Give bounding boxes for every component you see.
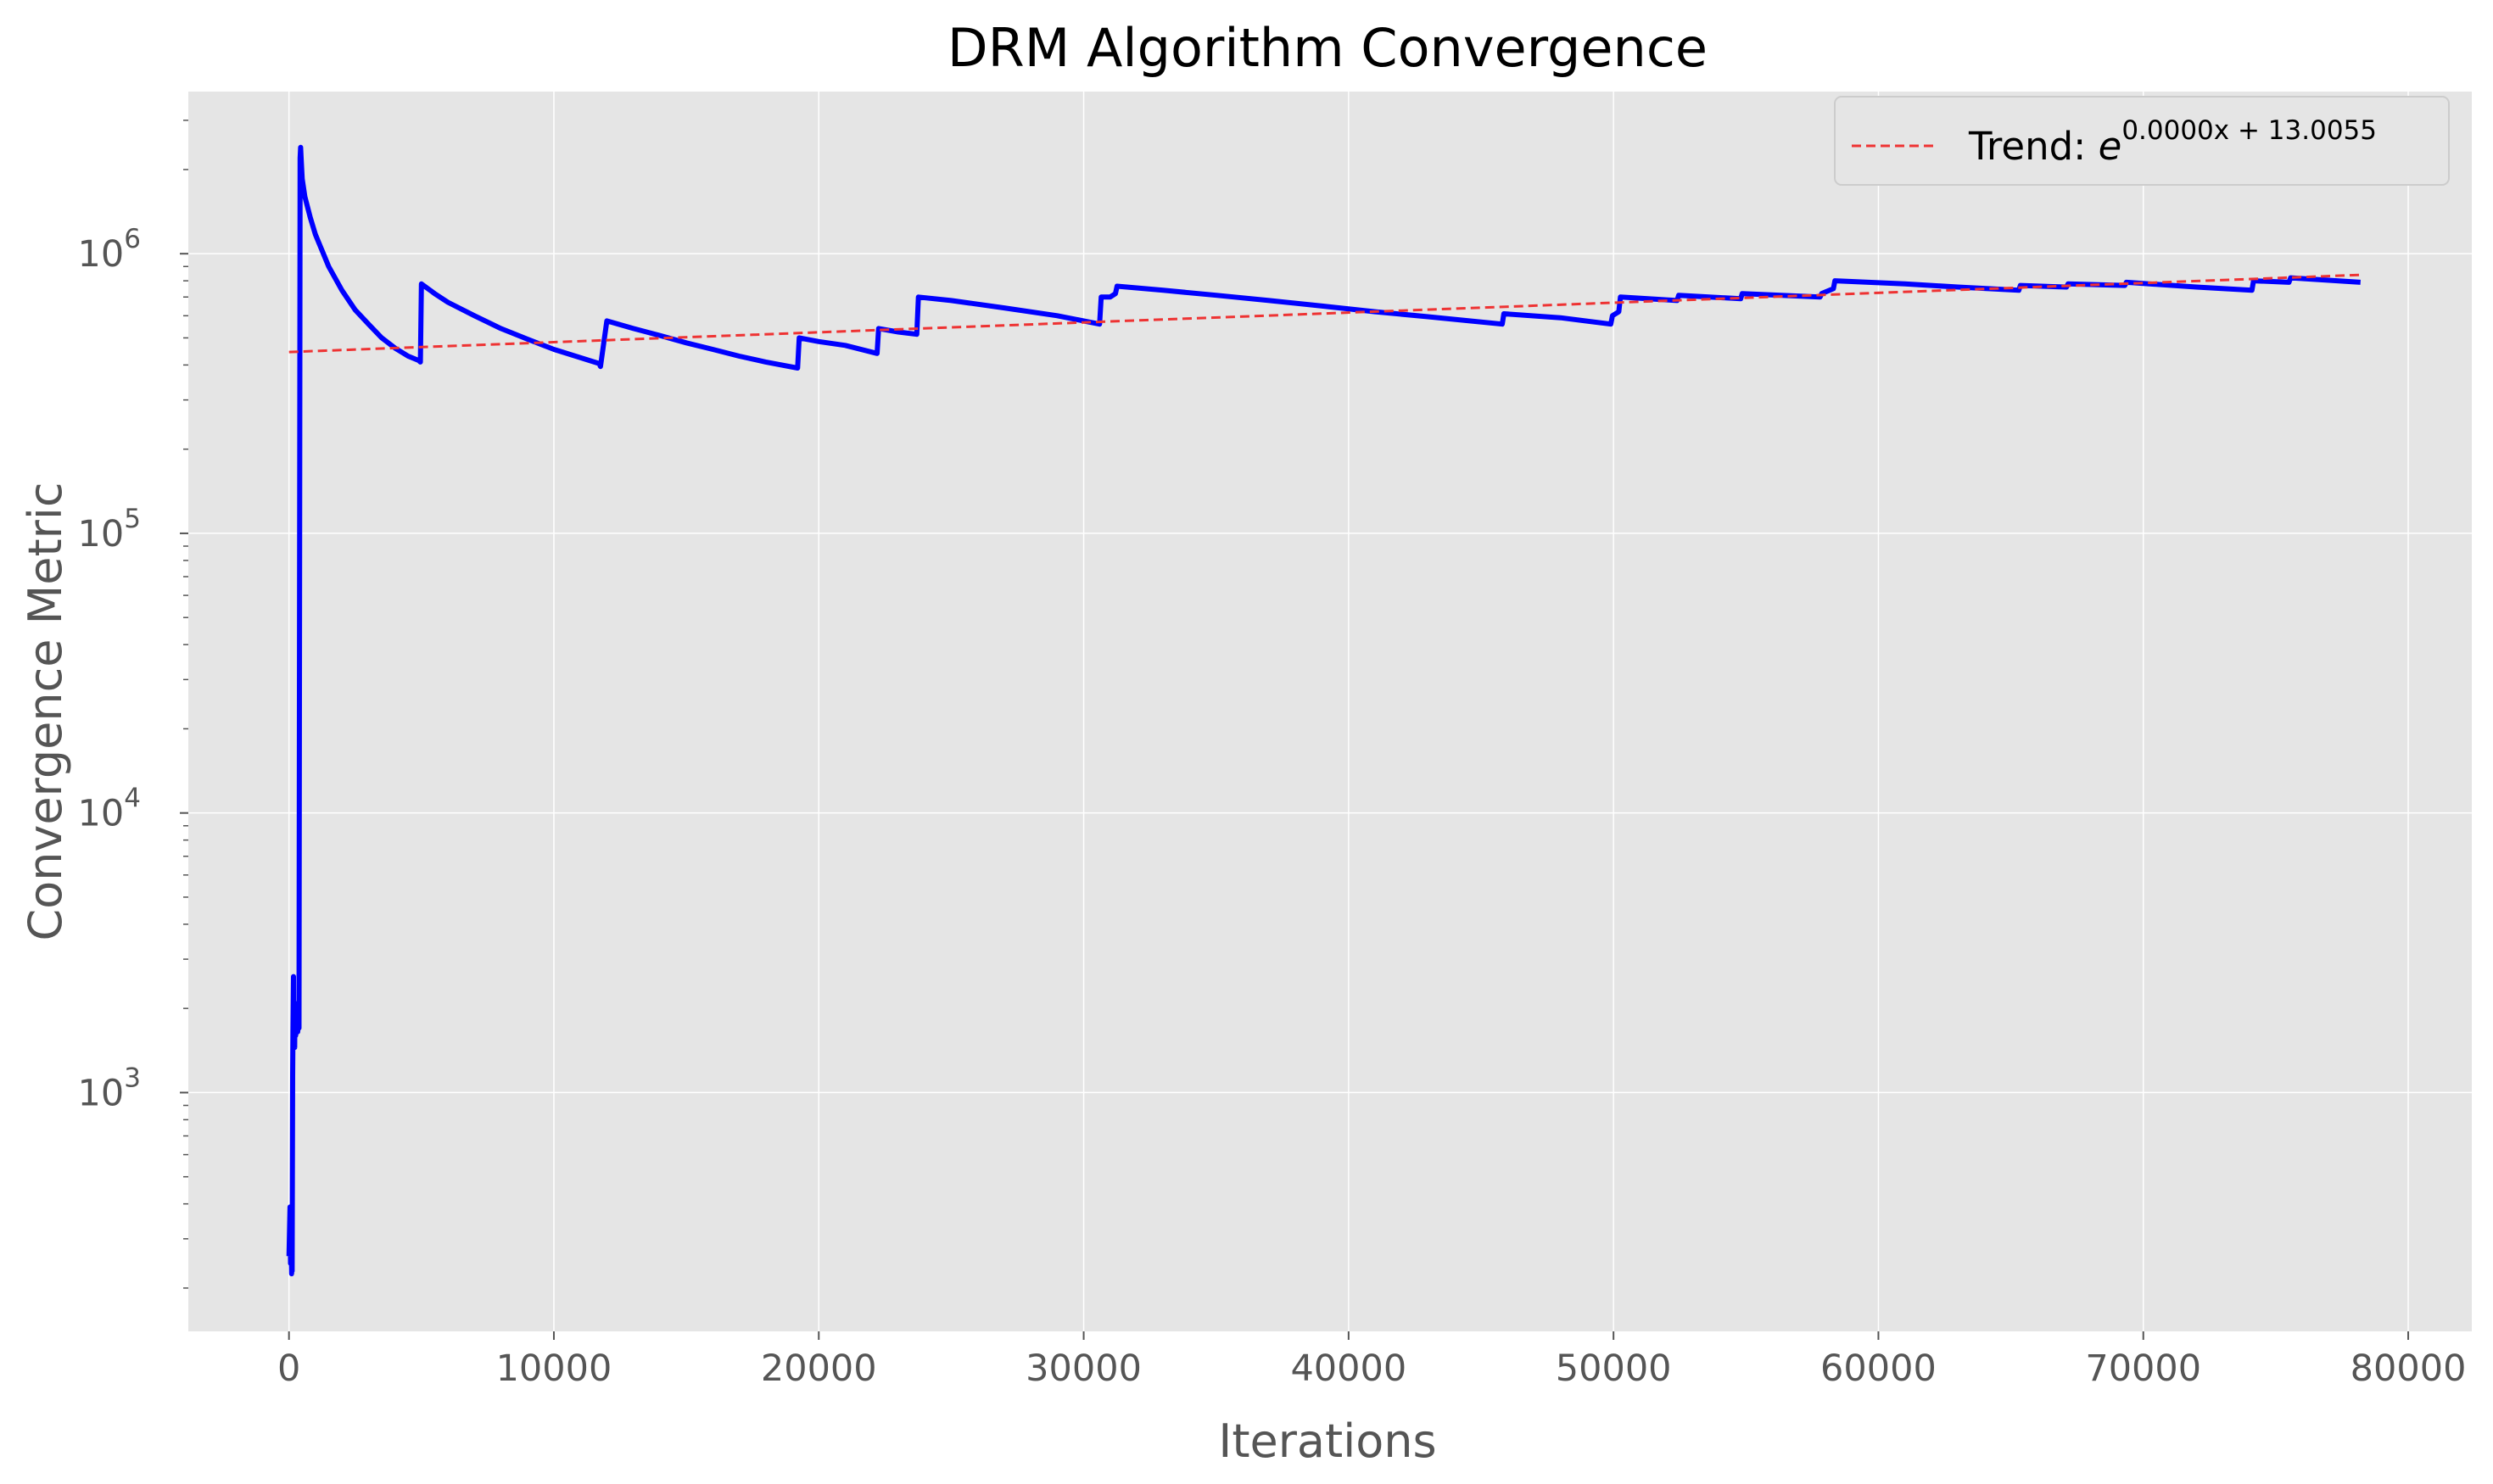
y-tick-label: 104 bbox=[78, 784, 141, 835]
legend-label-exponent: 0.0000x + 13.0055 bbox=[2121, 115, 2377, 146]
x-tick-label: 50000 bbox=[1556, 1347, 1672, 1390]
x-tick-label: 60000 bbox=[1820, 1347, 1937, 1390]
x-axis-label: Iterations bbox=[1218, 1414, 1436, 1468]
x-tick-label: 0 bbox=[277, 1347, 300, 1390]
y-tick-label: 105 bbox=[78, 504, 141, 555]
y-tick-label: 106 bbox=[78, 224, 141, 276]
legend-label-base: e bbox=[2099, 124, 2122, 169]
y-axis-label: Convergence Metric bbox=[19, 482, 72, 940]
x-tick-label: 10000 bbox=[496, 1347, 612, 1390]
legend: Trend: e0.0000x + 13.0055 bbox=[1834, 96, 2450, 186]
x-tick-label: 20000 bbox=[761, 1347, 877, 1390]
legend-label-trend: Trend: e0.0000x + 13.0055 bbox=[1968, 115, 2377, 169]
y-axis-ticks: 103 104 105 106 bbox=[78, 224, 188, 1114]
y-minor-ticks bbox=[183, 120, 188, 1289]
x-tick-label: 80000 bbox=[2350, 1347, 2467, 1390]
legend-box bbox=[1834, 96, 2450, 186]
convergence-line bbox=[286, 144, 2361, 1277]
grid bbox=[188, 92, 2472, 1331]
x-axis-ticks: 0 10000 20000 30000 40000 50000 60000 70000 8000… bbox=[277, 1331, 2466, 1390]
y-tick-label: 103 bbox=[78, 1063, 141, 1114]
x-tick-label: 40000 bbox=[1290, 1347, 1406, 1390]
series-layer bbox=[286, 144, 2361, 1277]
legend-label-prefix: Trend: bbox=[1968, 124, 2099, 169]
x-tick-label: 30000 bbox=[1026, 1347, 1142, 1390]
plot-area bbox=[188, 92, 2472, 1331]
chart-title: DRM Algorithm Convergence bbox=[947, 17, 1708, 79]
x-tick-label: 70000 bbox=[2085, 1347, 2201, 1390]
